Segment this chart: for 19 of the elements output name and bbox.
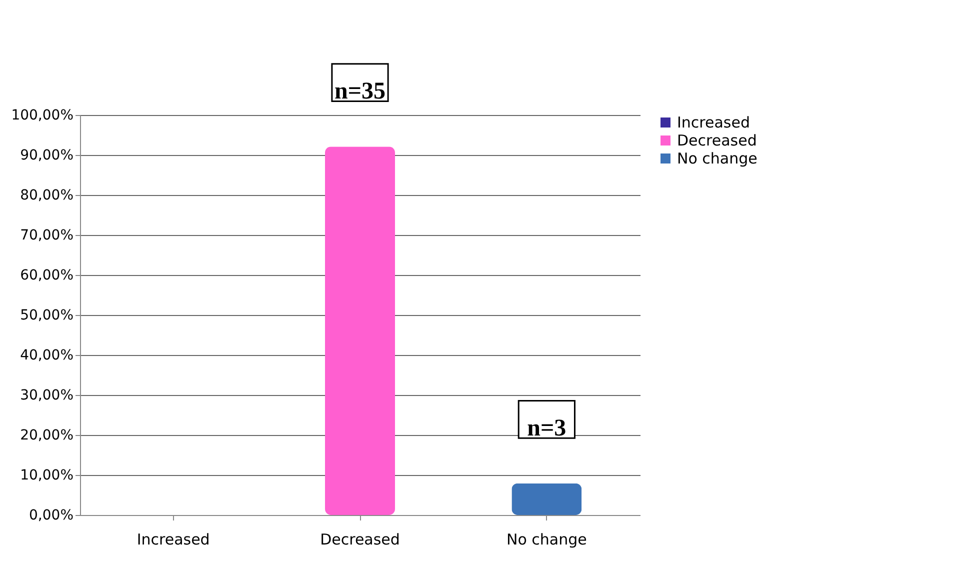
- y-tick-label: 70,00%: [20, 228, 74, 244]
- annotation: n=3: [527, 415, 566, 442]
- y-tick-label: 30,00%: [20, 388, 74, 404]
- y-tick-label: 0,00%: [29, 508, 74, 524]
- y-tick-label: 50,00%: [20, 308, 74, 324]
- legend-label: Increased: [677, 114, 750, 132]
- y-tick-label: 100,00%: [11, 108, 74, 124]
- legend-label: Decreased: [677, 132, 757, 150]
- legend-label: No change: [677, 150, 758, 168]
- y-tick-label: 90,00%: [20, 148, 74, 164]
- x-tick-label: Increased: [136, 530, 210, 548]
- x-tick-label: No change: [506, 530, 587, 548]
- x-tick-label: Decreased: [320, 530, 400, 548]
- y-tick-label: 20,00%: [20, 428, 74, 444]
- annotation: n=35: [334, 78, 386, 105]
- y-tick-label: 40,00%: [20, 348, 74, 364]
- y-tick-label: 80,00%: [20, 188, 74, 204]
- y-tick-label: 60,00%: [20, 268, 74, 284]
- y-tick-label: 10,00%: [20, 468, 74, 484]
